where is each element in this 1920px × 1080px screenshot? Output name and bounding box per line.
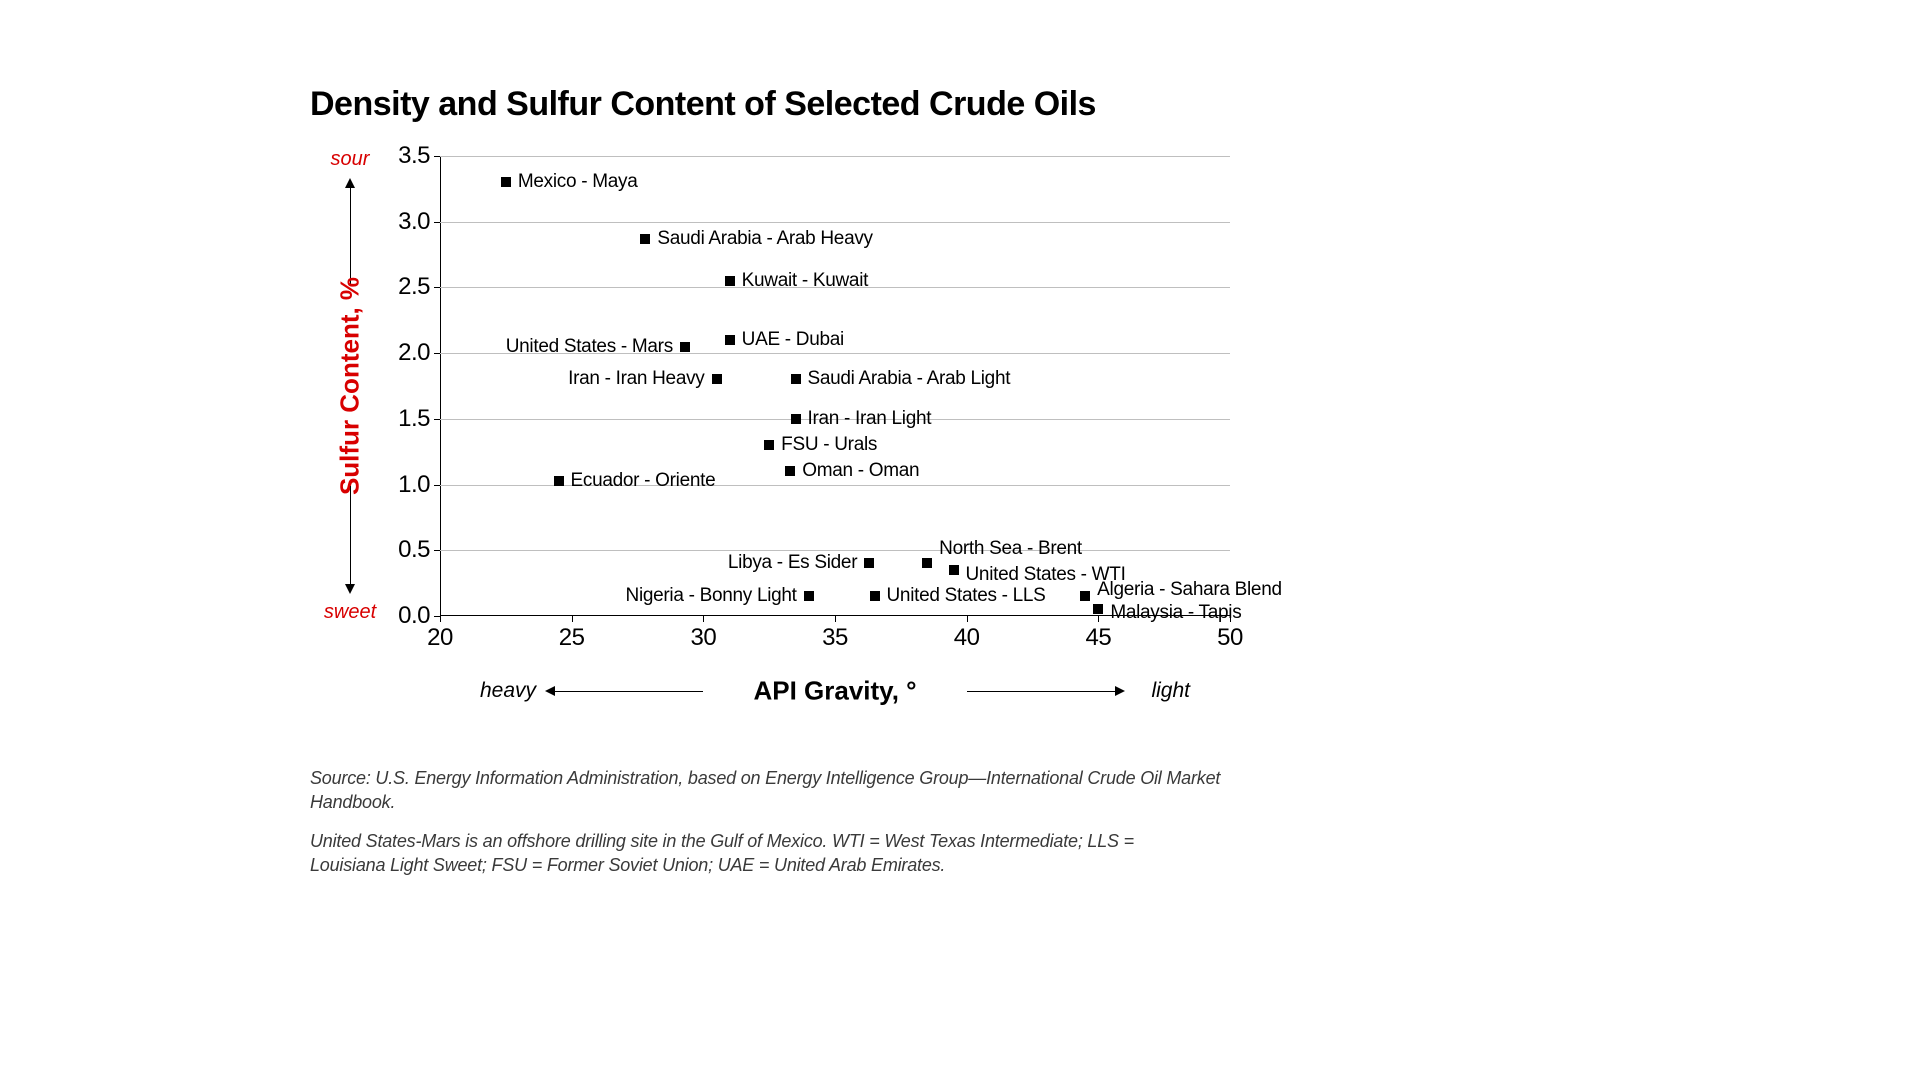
data-point	[1093, 604, 1103, 614]
y-tick-mark	[434, 353, 440, 354]
data-point-label: United States - LLS	[887, 585, 1046, 607]
x-tick-mark	[1098, 616, 1099, 622]
data-point-label: Oman - Oman	[802, 460, 919, 482]
data-point-label: Nigeria - Bonny Light	[626, 585, 797, 607]
x-tick-mark	[967, 616, 968, 622]
y-tick-label: 3.5	[398, 142, 430, 170]
y-tick-mark	[434, 287, 440, 288]
data-point	[764, 440, 774, 450]
crude-oil-scatter-chart: Density and Sulfur Content of Selected C…	[310, 85, 1310, 877]
data-point	[680, 342, 690, 352]
y-tick-mark	[434, 156, 440, 157]
data-point-label: North Sea - Brent	[939, 538, 1082, 560]
x-tick-mark	[440, 616, 441, 622]
plot-area: 0.00.51.01.52.02.53.03.520253035404550Me…	[440, 156, 1230, 616]
x-axis-title: API Gravity, °	[753, 676, 916, 707]
y-axis-arrow-line-bottom	[350, 486, 351, 586]
data-point	[785, 466, 795, 476]
x-axis-high-label: light	[1151, 679, 1190, 703]
data-point-label: Ecuador - Oriente	[571, 470, 716, 492]
x-tick-mark	[835, 616, 836, 622]
data-point	[554, 476, 564, 486]
y-axis-line	[440, 156, 441, 616]
x-axis-low-label: heavy	[480, 679, 536, 703]
x-axis-arrow-line-right	[967, 691, 1117, 692]
x-tick-mark	[703, 616, 704, 622]
y-tick-label: 2.0	[398, 339, 430, 367]
data-point-label: FSU - Urals	[781, 434, 877, 456]
y-tick-label: 1.0	[398, 471, 430, 499]
gridline	[440, 222, 1230, 223]
y-tick-mark	[434, 550, 440, 551]
data-point	[712, 374, 722, 384]
chart-abbrev-footnote: United States-Mars is an offshore drilli…	[310, 829, 1190, 878]
data-point-label: Iran - Iran Heavy	[568, 368, 704, 390]
data-point-label: Libya - Es Sider	[728, 552, 857, 574]
x-tick-label: 50	[1217, 624, 1243, 652]
data-point-label: Mexico - Maya	[518, 171, 638, 193]
y-axis-arrow-line-top	[350, 186, 351, 286]
gridline	[440, 550, 1230, 551]
y-tick-mark	[434, 485, 440, 486]
x-tick-mark	[572, 616, 573, 622]
y-tick-label: 0.5	[398, 536, 430, 564]
x-tick-label: 40	[954, 624, 980, 652]
arrow-right-icon	[1115, 686, 1125, 696]
data-point-label: Kuwait - Kuwait	[742, 270, 868, 292]
y-tick-label: 2.5	[398, 273, 430, 301]
data-point-label: UAE - Dubai	[742, 329, 844, 351]
y-axis-title: Sulfur Content, %	[335, 277, 366, 495]
data-point-label: Saudi Arabia - Arab Heavy	[657, 228, 872, 250]
chart-source-footnote: Source: U.S. Energy Information Administ…	[310, 766, 1310, 815]
data-point-label: Iran - Iran Light	[808, 408, 932, 430]
arrow-down-icon	[345, 584, 355, 594]
data-point	[870, 591, 880, 601]
data-point	[725, 335, 735, 345]
data-point	[640, 234, 650, 244]
data-point-label: Malaysia - Tapis	[1110, 602, 1241, 624]
x-tick-label: 25	[559, 624, 585, 652]
y-tick-label: 0.0	[398, 602, 430, 630]
x-tick-label: 45	[1085, 624, 1111, 652]
x-axis-arrow-line-left	[553, 691, 703, 692]
data-point	[804, 591, 814, 601]
data-point	[949, 565, 959, 575]
x-tick-label: 20	[427, 624, 453, 652]
data-point-label: United States - Mars	[506, 336, 673, 358]
x-axis-annotation: heavy API Gravity, ° light	[440, 666, 1230, 716]
data-point	[791, 414, 801, 424]
x-tick-label: 30	[690, 624, 716, 652]
y-tick-mark	[434, 222, 440, 223]
data-point	[922, 558, 932, 568]
chart-title: Density and Sulfur Content of Selected C…	[310, 85, 1310, 124]
plot-wrap: sour Sulfur Content, % sweet 0.00.51.01.…	[310, 146, 1310, 726]
y-tick-label: 3.0	[398, 208, 430, 236]
y-tick-mark	[434, 419, 440, 420]
y-axis-low-label: sweet	[324, 601, 376, 624]
data-point-label: Saudi Arabia - Arab Light	[808, 368, 1011, 390]
y-tick-label: 1.5	[398, 405, 430, 433]
data-point	[791, 374, 801, 384]
gridline	[440, 156, 1230, 157]
data-point	[1080, 591, 1090, 601]
data-point-label: Algeria - Sahara Blend	[1097, 579, 1282, 601]
data-point	[501, 177, 511, 187]
data-point	[864, 558, 874, 568]
y-axis-annotation: sour Sulfur Content, % sweet	[325, 156, 375, 616]
data-point	[725, 276, 735, 286]
x-tick-label: 35	[822, 624, 848, 652]
y-axis-high-label: sour	[331, 148, 370, 171]
